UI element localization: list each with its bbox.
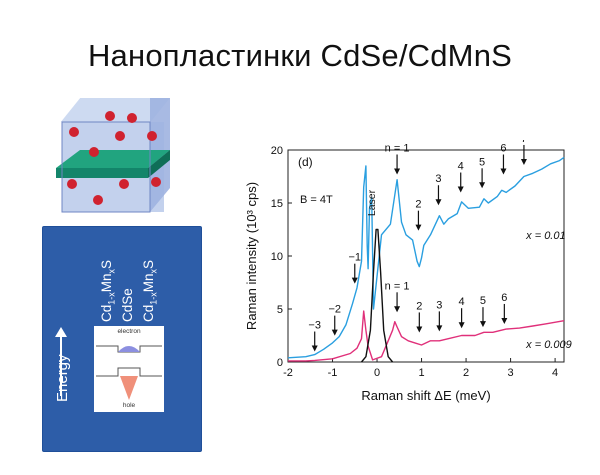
hole-wavefunction	[120, 376, 138, 400]
series-label: x = 0.009	[525, 339, 572, 351]
x-axis-label: Raman shift ΔE (meV)	[361, 388, 490, 403]
raman-chart: -2 -1 0 1 2 3 4 0 5 10 15 20 −3 −2 −1 n = 1 2 3 4 5 6 7 n = 1…	[244, 140, 572, 403]
y-tick-label: 0	[277, 357, 283, 369]
x-tick-label: 2	[463, 367, 469, 379]
peak-label: 5	[480, 295, 486, 307]
series-label: x = 0.01	[525, 230, 565, 242]
peak-label: 5	[479, 156, 485, 168]
cube-front-edge	[61, 121, 151, 213]
y-tick-label: 10	[271, 251, 283, 263]
peak-label: 6	[500, 143, 506, 155]
series-line	[360, 228, 394, 363]
peak-annotations: −3 −2 −1 n = 1 2 3 4 5 6 7 n = 1 2 3 4 5 6 x = 0.01 x = 0…	[308, 140, 572, 352]
peak-arrowhead	[520, 158, 527, 165]
axis-ticks: -2 -1 0 1 2 3 4 0 5 10 15 20	[271, 145, 558, 379]
cdse-plate-side	[148, 150, 170, 178]
layer-label-top: Cd1-xMnxS	[99, 259, 117, 322]
cube-top-face	[60, 98, 170, 122]
peak-arrowhead	[479, 182, 486, 189]
x-tick-label: -2	[283, 367, 293, 379]
x-tick-label: 0	[374, 367, 380, 379]
peak-arrowhead	[500, 168, 507, 175]
peak-label: 4	[458, 161, 464, 173]
cdse-plate-top	[56, 150, 170, 168]
peak-arrowhead	[331, 329, 338, 336]
peak-label: −3	[308, 320, 321, 332]
layer-label-core: CdSe	[120, 288, 135, 322]
x-tick-label: 3	[508, 367, 514, 379]
peak-label: 3	[436, 299, 442, 311]
panel-label: (d)	[298, 155, 313, 169]
x-tick-label: -1	[328, 367, 338, 379]
band-diagram: electron hole	[94, 326, 164, 412]
x-tick-label: 1	[418, 367, 424, 379]
peak-label: n = 1	[385, 280, 410, 292]
peak-arrowhead	[394, 306, 401, 313]
cdse-plate-front	[56, 168, 148, 178]
peak-arrowhead	[479, 321, 486, 328]
slide-title: Нанопластинки CdSe/CdMnS	[87, 38, 513, 73]
mn-ion-dots	[67, 111, 161, 205]
peak-label: 2	[416, 300, 422, 312]
y-axis-label: Raman intensity (10³ cps)	[244, 182, 259, 330]
peak-arrowhead	[501, 317, 508, 324]
series-lines	[287, 156, 565, 363]
peak-arrowhead	[311, 345, 318, 352]
x-tick-label: 4	[552, 367, 558, 379]
electron-label: electron	[117, 328, 141, 335]
peak-label: −2	[328, 304, 341, 316]
series-line	[288, 310, 565, 362]
peak-arrowhead	[435, 199, 442, 206]
peak-arrowhead	[394, 168, 401, 175]
y-tick-label: 20	[271, 145, 283, 157]
y-tick-label: 5	[277, 304, 283, 316]
peak-label: 3	[435, 173, 441, 185]
field-label: B = 4T	[300, 194, 333, 206]
laser-label: Laser	[366, 189, 378, 216]
y-tick-label: 15	[271, 198, 283, 210]
peak-arrowhead	[436, 325, 443, 332]
peak-arrowhead	[416, 326, 423, 333]
series-line	[287, 156, 565, 359]
energy-axis-label: Energy	[54, 354, 71, 402]
electron-wavefunction	[118, 346, 140, 352]
peak-label: 6	[501, 292, 507, 304]
peak-label: 7	[521, 140, 527, 145]
energy-arrow-icon	[55, 327, 67, 396]
peak-arrowhead	[351, 277, 358, 284]
peak-arrowhead	[457, 186, 464, 193]
peak-label: n = 1	[385, 143, 410, 155]
nanoplatelet-cube-illustration	[56, 98, 170, 213]
peak-label: 2	[415, 199, 421, 211]
hole-label: hole	[122, 402, 136, 409]
layer-label-bottom: Cd1-xMnxS	[141, 259, 159, 322]
peak-arrowhead	[415, 224, 422, 231]
peak-arrowhead	[458, 322, 465, 329]
peak-label: 4	[459, 296, 465, 308]
plot-frame	[287, 149, 565, 363]
peak-label: −1	[349, 252, 362, 264]
